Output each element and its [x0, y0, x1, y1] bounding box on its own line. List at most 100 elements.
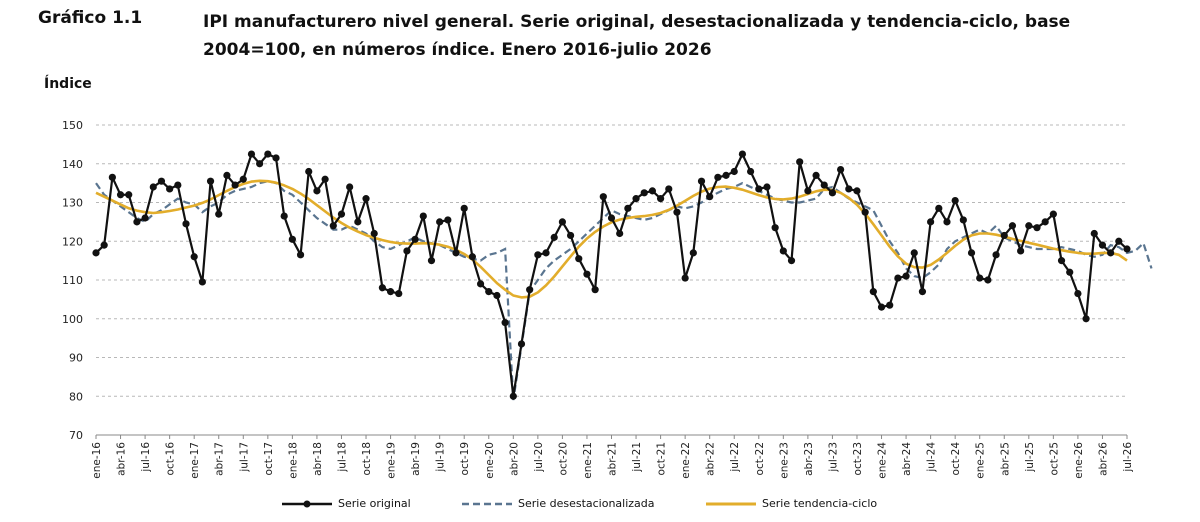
legend-label-desestacionalizada: Serie desestacionalizada [518, 497, 655, 510]
x-tick-label: ene-24 [877, 442, 889, 479]
series-original-point [763, 183, 771, 191]
series-original-point [231, 181, 239, 189]
series-original-point [182, 220, 190, 228]
series-original-point [632, 195, 640, 203]
series-original-point [902, 272, 910, 280]
x-tick-label: jul-19 [435, 442, 447, 473]
series-original-point [141, 214, 149, 222]
series-original-point [476, 280, 485, 288]
x-tick-label: abr-24 [901, 442, 913, 476]
x-tick-label: oct-25 [1048, 442, 1060, 475]
series-original-point [738, 150, 747, 158]
series-original-point [370, 229, 378, 238]
x-tick-label: oct-22 [754, 442, 766, 475]
series-original-point [984, 276, 992, 284]
series-original-point [861, 208, 869, 216]
x-tick-label: abr-18 [312, 442, 324, 476]
x-tick-label: oct-20 [557, 442, 569, 475]
chart-plot: 70 80 90 100 110 120 130 140 150 ene-16 abr-16 jul-… [62, 119, 1153, 479]
series-original-point [616, 229, 624, 238]
x-tick-label: abr-21 [607, 442, 619, 476]
series-original-point [1057, 257, 1066, 265]
x-tick-label: abr-17 [214, 442, 226, 476]
series-original-point [935, 204, 943, 212]
series-original-point [354, 218, 362, 226]
series-original-point [787, 257, 796, 265]
series-original-point [943, 218, 951, 226]
series-original-point [444, 216, 452, 224]
series-original-point [1074, 289, 1082, 298]
legend-label-tendencia: Serie tendencia-ciclo [762, 497, 878, 510]
series-original-point [804, 187, 812, 195]
series-original-point [321, 175, 329, 183]
series-original-point [894, 274, 902, 282]
series-original-point [509, 392, 517, 400]
series-original-line [95, 153, 1128, 398]
series-original-point [378, 284, 386, 292]
series-original-point [1017, 247, 1025, 255]
series-original-point [436, 218, 444, 226]
series-original-point [853, 187, 861, 195]
series-original-point [329, 222, 337, 230]
x-tick-label: oct-16 [165, 442, 177, 476]
x-tick-label: oct-17 [263, 442, 275, 475]
series-original-point [681, 274, 689, 282]
series-original-point [526, 286, 534, 294]
series-original-point [256, 160, 264, 168]
x-tick-label: ene-21 [582, 442, 594, 479]
series-original-point [722, 171, 730, 179]
series-original-point [1115, 237, 1123, 245]
series-original-point [558, 218, 567, 226]
series-original-point [116, 191, 125, 199]
legend-item-tendencia: Serie tendencia-ciclo [706, 497, 877, 510]
x-tick-label: abr-16 [116, 442, 128, 476]
legend-label-original: Serie original [338, 497, 411, 510]
series-original-point [812, 171, 820, 179]
series-original-point [485, 288, 493, 296]
chart-number-label: Gráfico 1.1 [38, 8, 143, 28]
series-original-point [403, 247, 411, 255]
series-original-point [583, 270, 591, 278]
series-original-point [468, 253, 476, 261]
x-tick-label: jul-20 [533, 442, 545, 473]
series-original-point [1123, 245, 1131, 253]
x-tick-label: ene-19 [386, 442, 398, 479]
series-original-point [591, 286, 599, 294]
series-original-point [125, 191, 133, 199]
x-tick-label: ene-17 [189, 442, 201, 479]
series-original-point [386, 288, 395, 296]
legend-swatch-tendencia [706, 502, 756, 505]
x-tick-label: abr-23 [803, 442, 815, 476]
series-original-point [247, 150, 256, 158]
y-tick-label: 150 [62, 119, 83, 132]
series-original-point [272, 154, 280, 162]
series-original-point [927, 218, 935, 226]
x-tick-label: jul-25 [1024, 442, 1036, 473]
series-original-point [100, 241, 108, 249]
series-original-point [918, 288, 927, 296]
series-original-point [1041, 218, 1049, 226]
legend-swatch-original [282, 500, 332, 507]
series-original-point [1033, 224, 1041, 232]
series-original-point [697, 177, 706, 185]
series-original-point [624, 204, 632, 212]
x-tick-label: oct-18 [361, 442, 373, 475]
x-tick-label: abr-20 [508, 442, 520, 476]
legend-item-original: Serie original [282, 497, 411, 510]
y-tick-label: 80 [69, 390, 83, 403]
series-original-point [755, 185, 763, 193]
series-original-point [656, 195, 665, 203]
x-tick-label: oct-24 [950, 442, 962, 476]
series-original-point [640, 189, 648, 197]
series-original-point [730, 167, 738, 176]
series-original-point [452, 249, 460, 257]
series-original-point [992, 251, 1000, 259]
series-original-point [166, 185, 174, 193]
series-original-point [493, 291, 501, 300]
series-original-point [869, 288, 877, 296]
y-tick-label: 70 [69, 429, 83, 442]
series-original-point [714, 173, 722, 181]
series-original-point [877, 303, 886, 311]
series-original-point [133, 218, 141, 226]
y-axis-label: Índice [44, 76, 92, 92]
